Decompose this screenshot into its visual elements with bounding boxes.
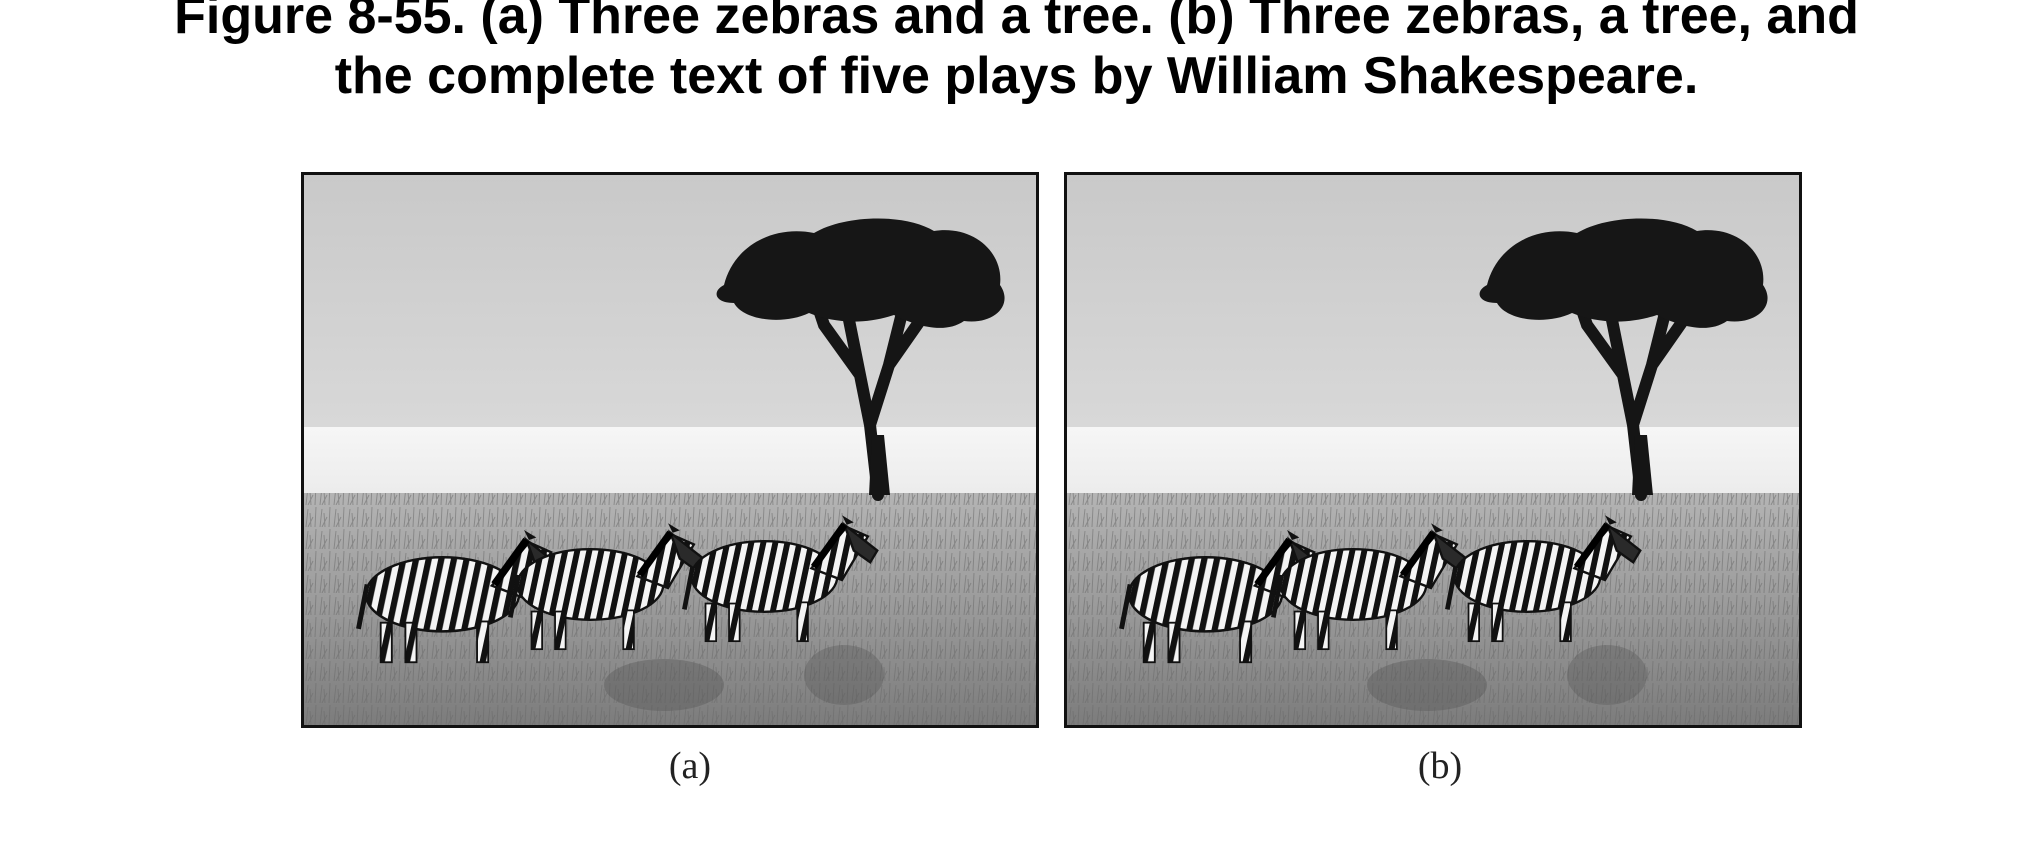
caption-line-1: Figure 8-55. (a) Three zebras and a tree… bbox=[174, 0, 1859, 45]
figure-caption: Figure 8-55. (a) Three zebras and a tree… bbox=[0, 0, 2033, 106]
zebra-scene-image-a bbox=[304, 175, 1036, 725]
panel-label-b: (b) bbox=[1417, 745, 1463, 787]
panel-label-a: (a) bbox=[668, 745, 712, 787]
zebra-scene-image-b bbox=[1067, 175, 1799, 725]
zebra-photo-a bbox=[301, 172, 1039, 728]
caption-line-2: the complete text of five plays by Willi… bbox=[334, 47, 1699, 105]
zebra-photo-b bbox=[1064, 172, 1802, 728]
